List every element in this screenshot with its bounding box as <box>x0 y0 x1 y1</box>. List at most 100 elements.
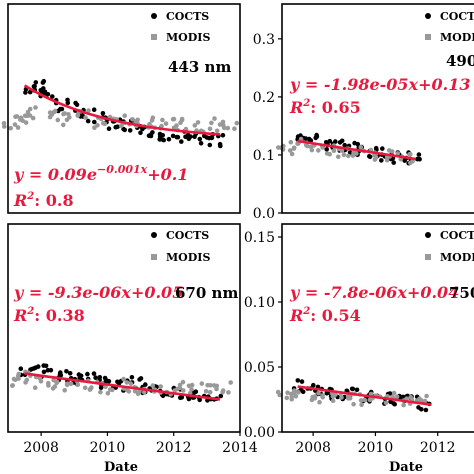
point-modis <box>62 111 67 116</box>
point-cocts <box>367 154 373 160</box>
point-cocts <box>314 134 320 139</box>
wavelength-label: 750 <box>449 284 474 302</box>
point-cocts <box>161 137 166 143</box>
point-modis <box>170 116 176 122</box>
point-cocts <box>85 371 90 377</box>
x-tick-label: 2008 <box>23 440 59 456</box>
y-tick-label: 0.0 <box>253 206 275 222</box>
point-modis <box>362 397 368 403</box>
point-modis <box>47 110 53 115</box>
point-modis <box>358 144 364 150</box>
point-modis <box>119 123 124 128</box>
wavelength-label: 670 nm <box>175 284 238 302</box>
point-cocts <box>339 138 345 144</box>
point-modis <box>228 380 233 385</box>
point-cocts <box>205 398 210 403</box>
point-modis <box>327 151 333 157</box>
point-cocts <box>419 407 424 412</box>
point-modis <box>346 153 351 159</box>
point-cocts <box>193 389 199 395</box>
point-modis <box>66 112 71 117</box>
point-modis <box>339 395 344 400</box>
point-modis <box>128 381 134 387</box>
point-modis <box>12 122 18 127</box>
point-modis <box>124 380 130 385</box>
wavelength-label: 443 nm <box>168 58 231 76</box>
point-cocts <box>140 126 145 132</box>
point-modis <box>192 123 198 128</box>
point-modis <box>203 388 209 394</box>
point-modis <box>46 383 51 388</box>
y-tick-label: 0.00 <box>244 425 275 441</box>
point-modis <box>320 393 325 398</box>
point-modis <box>24 377 30 383</box>
point-cocts <box>129 375 135 380</box>
point-modis <box>149 118 155 123</box>
point-modis <box>401 402 406 408</box>
point-modis <box>158 384 163 389</box>
point-cocts <box>323 140 329 145</box>
axes-frame <box>7 3 241 214</box>
point-cocts <box>350 386 356 392</box>
point-modis <box>61 122 66 128</box>
r-squared: R2: 0.54 <box>289 306 361 325</box>
point-cocts <box>31 84 37 89</box>
point-modis <box>13 114 18 119</box>
fit-line <box>23 84 221 136</box>
point-cocts <box>45 92 51 97</box>
point-modis <box>53 108 58 114</box>
point-modis <box>410 158 415 164</box>
point-modis <box>391 390 397 396</box>
point-cocts <box>45 367 51 373</box>
point-cocts <box>138 130 143 136</box>
point-modis <box>98 389 103 395</box>
point-cocts <box>175 134 181 140</box>
point-modis <box>214 386 219 392</box>
point-modis <box>163 121 169 126</box>
legend-label-cocts: COCTS <box>166 229 209 242</box>
y-tick-label: 0.15 <box>244 230 275 246</box>
point-modis <box>289 394 295 399</box>
legend-marker-cocts <box>151 232 157 238</box>
point-cocts <box>416 152 422 157</box>
point-modis <box>288 139 294 145</box>
point-cocts <box>65 100 71 106</box>
x-tick-label: 2010 <box>90 440 126 456</box>
y-tick-label: 0.2 <box>253 90 275 106</box>
point-modis <box>55 117 61 123</box>
point-cocts <box>380 146 385 151</box>
wavelength-label: 490 <box>446 52 474 70</box>
point-cocts <box>188 134 193 139</box>
point-modis <box>331 148 337 153</box>
point-modis <box>179 116 185 122</box>
point-cocts <box>166 136 172 142</box>
point-modis <box>2 124 7 129</box>
point-cocts <box>97 375 103 380</box>
point-modis <box>291 390 297 396</box>
point-modis <box>317 399 322 405</box>
point-modis <box>346 396 351 401</box>
point-cocts <box>379 158 384 163</box>
point-cocts <box>207 142 213 148</box>
axes-frame <box>7 223 241 433</box>
point-modis <box>82 385 88 391</box>
point-modis <box>181 388 186 393</box>
point-modis <box>172 388 177 393</box>
point-cocts <box>121 126 126 132</box>
point-cocts <box>179 395 185 400</box>
x-tick-label: 2012 <box>420 440 456 456</box>
point-modis <box>95 123 100 128</box>
point-modis <box>207 389 213 395</box>
point-cocts <box>417 156 422 162</box>
point-modis <box>407 152 412 157</box>
x-tick-label: 2008 <box>295 440 331 456</box>
legend-marker-cocts <box>151 13 157 19</box>
point-modis <box>226 390 231 395</box>
point-cocts <box>295 378 301 383</box>
point-modis <box>105 391 111 396</box>
point-modis <box>121 376 126 382</box>
point-cocts <box>91 371 97 376</box>
panel-top-left: COCTS MODIS y = 0.09e−0.001x+0.1 R2: 0.8 443… <box>1 3 241 214</box>
point-modis <box>312 396 318 401</box>
